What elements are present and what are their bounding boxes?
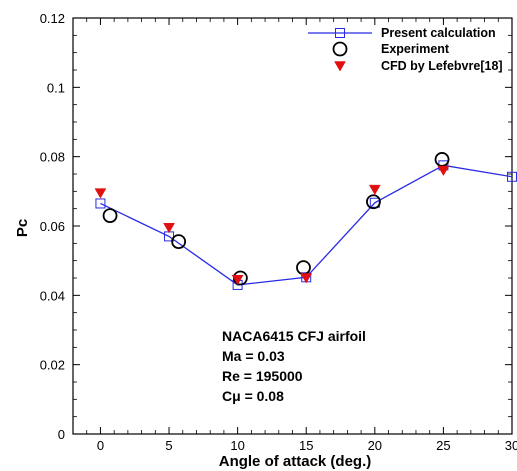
annotation-line: Ma = 0.03 <box>222 348 285 364</box>
legend-marker <box>334 61 346 72</box>
x-tick-label: 30 <box>505 438 517 453</box>
x-tick-label: 10 <box>230 438 244 453</box>
data-point <box>231 274 244 286</box>
y-tick-label: 0.12 <box>40 11 65 26</box>
annotation-line: Re = 195000 <box>222 368 303 384</box>
x-tick-label: 20 <box>368 438 382 453</box>
axes: 0 5 10 15 20 25 30 0 0.02 0.04 0.06 0.08 0.1 0.12 <box>40 11 517 453</box>
legend-label: Present calculation <box>381 26 496 40</box>
x-tick-label: 0 <box>97 438 104 453</box>
data-point <box>102 208 118 224</box>
y-tick-label: 0.06 <box>40 219 65 234</box>
annotation-line: NACA6415 CFJ airfoil <box>222 328 366 344</box>
x-tick-label: 25 <box>436 438 450 453</box>
series-line <box>100 164 513 286</box>
x-tick-label: 5 <box>165 438 172 453</box>
series-layer <box>94 152 517 290</box>
x-axis-title: Angle of attack (deg.) <box>219 453 372 470</box>
legend: Present calculation Experiment CFD by Lefe… <box>308 26 503 73</box>
data-point <box>368 184 381 196</box>
data-point <box>437 165 450 177</box>
series-0 <box>95 160 517 290</box>
legend-marker <box>332 41 348 57</box>
data-point <box>366 194 381 210</box>
y-axis-title: Pc <box>14 219 31 237</box>
y-tick-label: 0.08 <box>40 150 65 165</box>
legend-marker <box>335 28 345 38</box>
y-tick-label: 0.04 <box>40 288 65 303</box>
y-tick-label: 0 <box>58 427 65 442</box>
data-point <box>171 234 187 250</box>
data-point <box>296 260 311 276</box>
annotation-line: Cμ = 0.08 <box>222 388 284 404</box>
data-point <box>94 188 107 199</box>
series-1 <box>102 152 450 286</box>
legend-label: Experiment <box>381 42 450 56</box>
y-tick-label: 0.1 <box>47 80 65 95</box>
data-point <box>163 222 175 234</box>
legend-label: CFD by Lefebvre[18] <box>381 59 503 73</box>
series-2 <box>94 165 450 286</box>
y-tick-label: 0.02 <box>40 358 65 373</box>
data-point <box>95 198 106 209</box>
annotation-block: NACA6415 CFJ airfoil Ma = 0.03 Re = 195000… <box>222 328 366 404</box>
data-point <box>300 273 313 284</box>
x-tick-label: 15 <box>299 438 313 453</box>
data-point <box>434 152 450 167</box>
